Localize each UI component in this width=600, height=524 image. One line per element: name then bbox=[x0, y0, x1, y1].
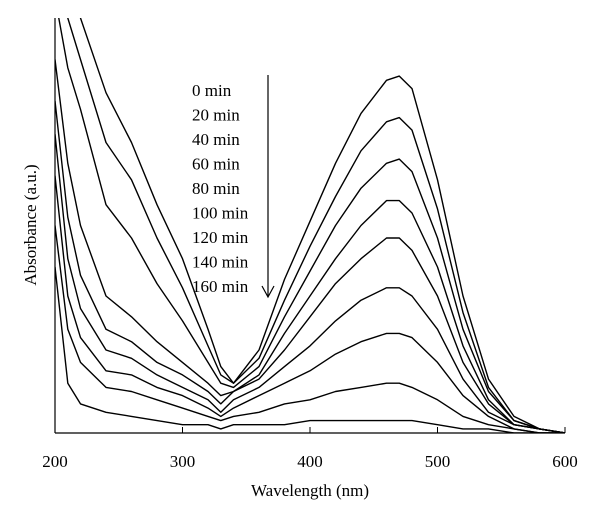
x-tick-label: 600 bbox=[552, 452, 578, 471]
series-line bbox=[55, 266, 565, 433]
legend-label: 100 min bbox=[192, 203, 249, 222]
series-line bbox=[79, 18, 565, 433]
legend-label: 160 min bbox=[192, 277, 249, 296]
x-axis-label: Wavelength (nm) bbox=[251, 481, 369, 500]
legend-label: 60 min bbox=[192, 154, 240, 173]
legend-label: 140 min bbox=[192, 252, 249, 271]
legend-label: 80 min bbox=[192, 179, 240, 198]
x-tick-label: 200 bbox=[42, 452, 68, 471]
x-tick-label: 400 bbox=[297, 452, 323, 471]
series-line bbox=[55, 59, 565, 433]
legend-label: 40 min bbox=[192, 130, 240, 149]
series-line bbox=[55, 100, 565, 433]
x-tick-label: 300 bbox=[170, 452, 196, 471]
x-tick-label: 500 bbox=[425, 452, 451, 471]
series-line bbox=[55, 175, 565, 433]
legend-label: 20 min bbox=[192, 105, 240, 124]
legend-label: 0 min bbox=[192, 81, 232, 100]
series-line bbox=[55, 225, 565, 433]
series-line bbox=[55, 134, 565, 433]
arrow-head bbox=[261, 285, 275, 299]
series-line bbox=[67, 18, 565, 433]
y-axis-label: Absorbance (a.u.) bbox=[21, 164, 40, 285]
series-line bbox=[58, 18, 565, 433]
legend-label: 120 min bbox=[192, 228, 249, 247]
